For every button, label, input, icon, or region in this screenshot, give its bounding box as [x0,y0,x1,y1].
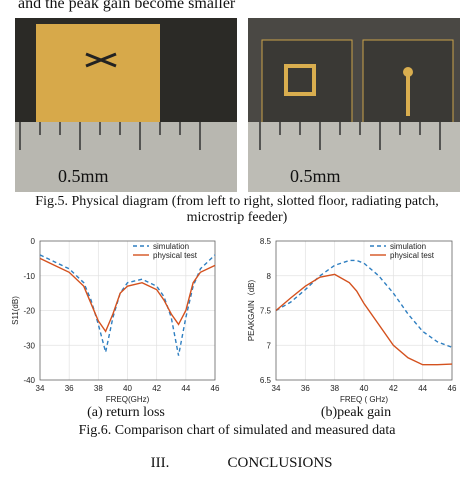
figure-caption: Fig.6. Comparison chart of simulated and… [79,423,397,438]
x-tick-label: 46 [448,384,457,393]
y-tick-label: 7 [267,341,272,350]
y-tick-label: -20 [23,307,35,316]
section-number: III. [151,455,170,471]
plot-frame [39,240,216,381]
figure-caption: Fig.5. Physical diagram (from left to ri… [35,194,438,209]
x-tick-label: 36 [301,384,310,393]
data-line [39,257,216,333]
data-line [39,254,216,356]
y-tick-label: 0 [31,237,36,246]
y-tick-label: 8.5 [260,237,272,246]
ruler-label: 0.5mm [290,166,341,186]
x-tick-label: 42 [152,384,161,393]
x-axis-label: FREQ ( GHz) [340,395,388,404]
legend-label: simulation [390,242,426,251]
x-tick-label: 36 [65,384,74,393]
x-tick-label: 34 [272,384,281,393]
y-tick-label: -40 [23,376,35,385]
y-tick-label: 7.5 [260,307,272,316]
x-tick-label: 38 [94,384,103,393]
y-tick-label: 6.5 [260,376,272,385]
y-tick-label: -10 [23,272,35,281]
x-tick-label: 40 [360,384,369,393]
photo-left [15,18,237,192]
body-text: and the peak gain become smaller [18,0,236,12]
y-axis-label: S11(dB) [11,296,20,325]
x-tick-label: 40 [123,384,132,393]
y-tick-label: -30 [23,341,35,350]
x-tick-label: 42 [389,384,398,393]
x-tick-label: 44 [418,384,427,393]
data-line [275,259,453,348]
y-axis-label: PEAKGAIN（dB) [247,279,256,341]
photo-right [248,18,460,192]
legend-label: physical test [153,251,198,260]
x-tick-label: 34 [36,384,45,393]
section-title: CONCLUSIONS [227,455,332,471]
subcaption: (a) return loss [87,405,165,420]
x-tick-label: 46 [211,384,220,393]
legend-label: physical test [390,251,435,260]
x-tick-label: 38 [330,384,339,393]
subcaption: (b)peak gain [321,405,391,420]
data-line [275,273,453,366]
x-axis-label: FREQ(GHz) [106,395,150,404]
legend-label: simulation [153,242,189,251]
figure-caption: microstrip feeder) [187,210,288,225]
y-tick-label: 8 [267,272,272,281]
ruler-label: 0.5mm [58,166,109,186]
x-tick-label: 44 [181,384,190,393]
